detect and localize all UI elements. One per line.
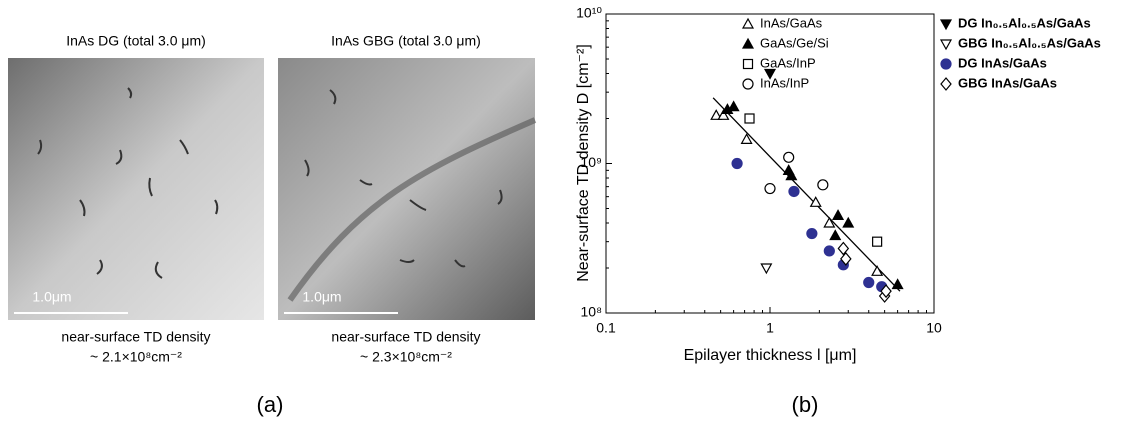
legend-symbol xyxy=(939,39,953,51)
density-label: ~ 2.1×10⁸cm⁻² xyxy=(90,349,182,365)
legend-label: GBG InAs/GaAs xyxy=(958,75,1057,90)
panel-label: (a) xyxy=(257,392,284,417)
marker xyxy=(829,229,842,241)
marker xyxy=(863,276,875,289)
marker xyxy=(809,196,822,207)
legend-label: InAs/GaAs xyxy=(760,15,823,30)
marker xyxy=(872,236,883,247)
legend-symbol xyxy=(742,58,754,70)
x-tick-label: 1 xyxy=(766,320,774,336)
marker xyxy=(891,278,904,290)
x-axis-label: Epilayer thickness l [μm] xyxy=(684,347,857,364)
marker xyxy=(832,209,845,220)
marker xyxy=(823,245,835,257)
marker xyxy=(760,263,773,275)
legend-symbol xyxy=(742,78,754,90)
legend-symbol xyxy=(940,77,952,91)
marker xyxy=(785,169,798,181)
fit-line xyxy=(712,97,901,292)
marker xyxy=(871,265,884,276)
legend-label: InAs/InP xyxy=(760,75,809,90)
marker xyxy=(837,241,850,256)
scale-bar-label: 1.0μm xyxy=(302,289,341,305)
panel-label: (b) xyxy=(792,392,819,417)
image-title: InAs GBG (total 3.0 μm) xyxy=(331,33,481,49)
legend-label: DG In₀.₅Al₀.₅As/GaAs xyxy=(958,15,1091,30)
y-tick-label: 10¹⁰ xyxy=(576,5,602,21)
marker xyxy=(764,182,776,195)
image-caption: near-surface TD density xyxy=(331,329,480,345)
y-axis-label: Near-surface TD density D [cm⁻²] xyxy=(575,44,592,282)
marker xyxy=(880,284,892,299)
legend-symbol xyxy=(741,37,755,49)
y-tick-label: 10⁸ xyxy=(581,304,603,320)
y-tick-label: 10⁹ xyxy=(580,154,602,170)
legend-label: GaAs/InP xyxy=(760,55,816,70)
image-caption: near-surface TD density xyxy=(61,329,210,345)
tem-image xyxy=(278,58,537,320)
marker xyxy=(806,227,818,240)
marker xyxy=(717,109,730,120)
legend-symbol xyxy=(741,17,755,29)
x-tick-label: 10 xyxy=(926,320,942,336)
legend-symbol xyxy=(939,19,953,31)
x-tick-label: 0.1 xyxy=(596,320,616,336)
scale-bar-label: 1.0μm xyxy=(32,289,71,305)
marker xyxy=(823,216,836,228)
marker xyxy=(740,133,753,144)
image-title: InAs DG (total 3.0 μm) xyxy=(66,33,206,49)
density-label: ~ 2.3×10⁸cm⁻² xyxy=(360,349,452,365)
marker xyxy=(727,100,740,112)
marker xyxy=(763,68,777,80)
legend-symbol xyxy=(940,58,952,70)
marker xyxy=(731,157,743,170)
marker xyxy=(842,216,855,228)
legend-label: GaAs/Ge/Si xyxy=(760,35,829,50)
marker xyxy=(783,151,795,163)
marker xyxy=(744,113,755,124)
tem-image xyxy=(8,58,264,320)
legend-label: DG InAs/GaAs xyxy=(958,55,1047,70)
legend-label: GBG In₀.₅Al₀.₅As/GaAs xyxy=(958,35,1101,50)
marker xyxy=(840,251,852,266)
marker xyxy=(710,109,723,120)
marker xyxy=(788,185,800,198)
marker xyxy=(817,179,829,191)
